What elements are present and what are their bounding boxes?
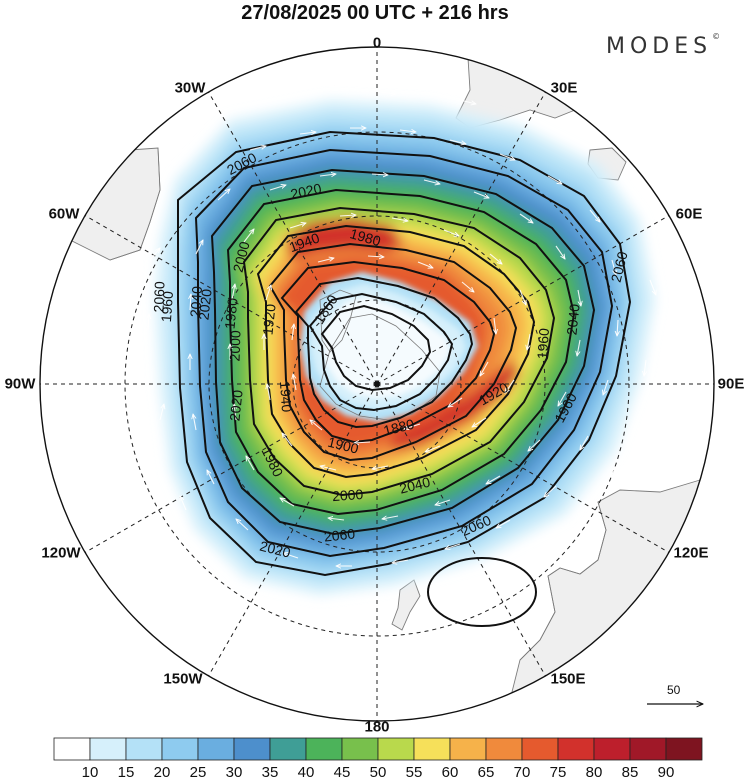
colorbar-tick-label: 70 <box>513 764 531 781</box>
modes-logo: MODES© <box>606 31 721 59</box>
colorbar-swatch <box>449 737 487 761</box>
contour-label: 2040 <box>563 303 582 336</box>
colorbar-tick-label: 15 <box>117 764 135 781</box>
map-boundary <box>39 46 715 722</box>
contour-label: 1900 <box>326 434 360 457</box>
lon-label-150e: 150E <box>550 670 586 688</box>
contour-label: 2000 <box>332 486 364 504</box>
colorbar-swatch <box>557 737 595 761</box>
contour-label: 1920 <box>259 303 278 336</box>
colorbar-tick-label: 25 <box>189 764 207 781</box>
colorbar-swatch <box>665 737 703 761</box>
colorbar-swatch <box>377 737 415 761</box>
colorbar-swatch <box>125 737 163 761</box>
colorbar-tick-label: 60 <box>441 764 459 781</box>
colorbar-tick-label: 50 <box>369 764 387 781</box>
colorbar-swatch <box>593 737 631 761</box>
contour-1860 <box>320 304 432 392</box>
colorbar-swatch <box>269 737 307 761</box>
colorbar-swatch <box>521 737 559 761</box>
contour-2000 <box>226 188 576 516</box>
lon-label-60e: 60E <box>675 205 703 223</box>
contour-label: 2040 <box>187 285 205 317</box>
contour-label: 1960 <box>534 327 552 359</box>
contour-label: 1940 <box>277 381 295 413</box>
lon-label-120e: 120E <box>673 544 709 562</box>
contour-2020 <box>210 168 596 536</box>
colorbar-swatch <box>341 737 379 761</box>
contour-1980 <box>242 206 556 497</box>
contour-label: 2060 <box>150 281 167 313</box>
lon-label-60w: 60W <box>48 205 80 223</box>
contour-label: 2000 <box>230 240 253 274</box>
map-disk-content: 2060 2020 1940 1980 2000 1860 1920 1980 … <box>40 47 714 721</box>
colorbar-tick-label: 80 <box>585 764 603 781</box>
land-new-zealand <box>391 579 421 631</box>
colorbar-tick-label: 35 <box>261 764 279 781</box>
colorbar-tick-label: 75 <box>549 764 567 781</box>
lon-label-150w: 150W <box>163 670 203 688</box>
contour-1900 <box>294 276 474 429</box>
lon-label-30w: 30W <box>174 79 206 97</box>
colorbar-swatch <box>413 737 451 761</box>
contour-label: 2000 <box>226 330 243 362</box>
contour-label: 2060 <box>323 525 356 544</box>
colorbar-swatch <box>53 737 91 761</box>
contour-label: 2020 <box>226 389 245 422</box>
pole-marker <box>374 381 380 387</box>
contour-label: 1980 <box>221 297 240 330</box>
map-title: 27/08/2025 00 UTC + 216 hrs <box>241 2 509 24</box>
coastlines <box>109 147 607 661</box>
colorbar-tick-label: 20 <box>153 764 171 781</box>
colorbar <box>53 737 703 761</box>
colorbar-swatch <box>629 737 667 761</box>
contour-label: 2060 <box>608 250 631 284</box>
colorbar-tick-label: 40 <box>297 764 315 781</box>
contour-1940 <box>268 242 518 462</box>
colorbar-tick-label: 55 <box>405 764 423 781</box>
colorbar-swatch <box>161 737 199 761</box>
colorbar-tick-label: 10 <box>81 764 99 781</box>
land-south-america <box>40 147 161 261</box>
contour-1880 <box>308 292 454 412</box>
colorbar-swatch <box>197 737 235 761</box>
colorbar-tick-label: 65 <box>477 764 495 781</box>
colorbar-tick-label: 90 <box>657 764 675 781</box>
contour-label: 2020 <box>195 288 214 321</box>
colorbar-swatch <box>485 737 523 761</box>
colorbar-tick-label: 30 <box>225 764 243 781</box>
colorbar-tick-label: 85 <box>621 764 639 781</box>
graticule <box>40 47 714 721</box>
lon-label-90w: 90W <box>4 375 36 393</box>
contour-label: 2020 <box>258 538 292 561</box>
contour-2040 <box>194 148 614 558</box>
band-80-right <box>390 360 520 452</box>
lon-label-120w: 120W <box>41 544 81 562</box>
colorbar-tick-label: 45 <box>333 764 351 781</box>
colorbar-swatch <box>233 737 271 761</box>
lon-label-90e: 90E <box>717 375 745 393</box>
colorbar-swatch <box>89 737 127 761</box>
contour-label: 2040 <box>398 474 432 497</box>
colorbar-swatch <box>305 737 343 761</box>
contour-1960 <box>256 224 536 479</box>
lon-label-180: 180 <box>364 718 390 736</box>
contour-label: 1880 <box>382 416 416 439</box>
lon-label-30e: 30E <box>550 79 578 97</box>
lon-label-0: 0 <box>372 34 382 52</box>
reference-vector-label: 50 <box>667 683 681 697</box>
contour-closed-low-south <box>427 557 537 627</box>
contour-label: 2020 <box>289 180 323 202</box>
wind-vectors <box>148 92 656 566</box>
contour-label: 1960 <box>158 290 176 322</box>
